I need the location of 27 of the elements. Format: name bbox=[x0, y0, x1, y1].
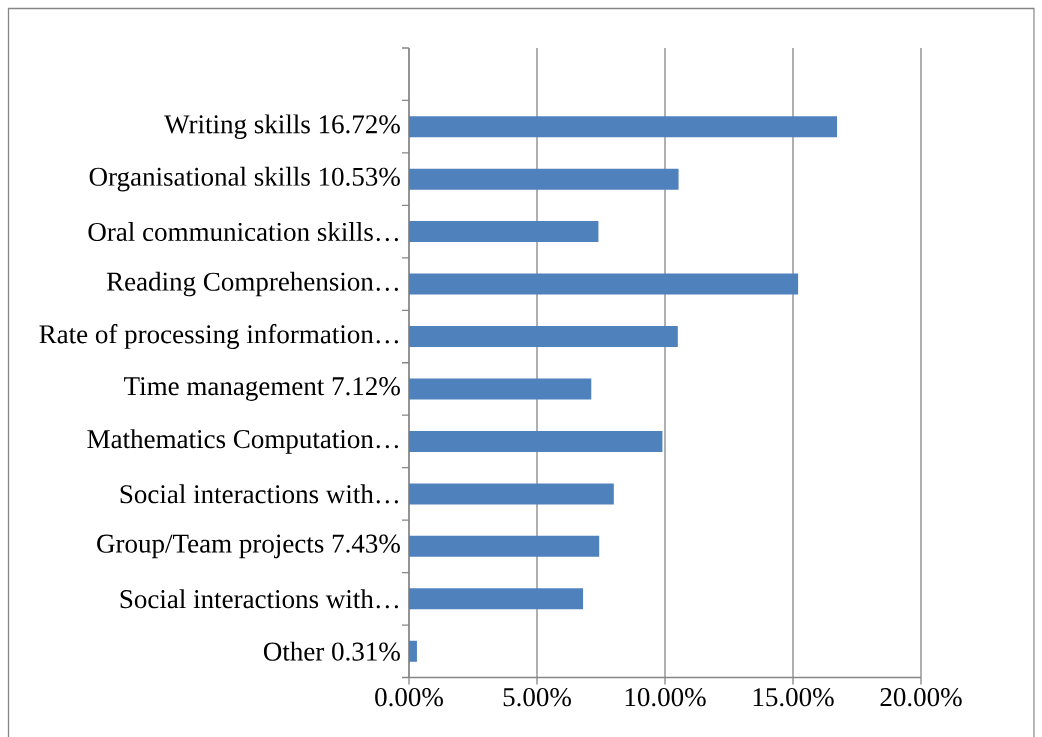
bar bbox=[409, 326, 678, 348]
bar bbox=[409, 273, 799, 295]
x-tick-label: 5.00% bbox=[503, 688, 571, 707]
x-tick-label: 10.00% bbox=[625, 688, 706, 707]
bar bbox=[409, 588, 584, 610]
bar bbox=[409, 378, 592, 400]
bar bbox=[409, 640, 417, 662]
y-tick-label: Other 0.31% bbox=[263, 641, 400, 661]
y-tick-label: Reading Comprehension… bbox=[106, 271, 398, 297]
x-tick-label: 20.00% bbox=[880, 688, 962, 707]
y-tick-label: Time management 7.12% bbox=[124, 377, 400, 401]
y-tick-label: Mathematics Computation… bbox=[87, 429, 398, 454]
y-tick-label: Writing skills 16.72% bbox=[164, 114, 400, 139]
y-tick-label: Rate of processing information… bbox=[39, 324, 398, 349]
x-tick-label: 15.00% bbox=[753, 688, 834, 707]
bar bbox=[409, 430, 663, 452]
x-tick-label: 0.00% bbox=[375, 688, 443, 707]
bar bbox=[409, 116, 838, 138]
bar bbox=[409, 483, 614, 505]
y-tick-label: Organisational skills 10.53% bbox=[89, 166, 400, 192]
bar bbox=[409, 221, 599, 243]
y-tick-label: Social interactions with… bbox=[120, 484, 398, 504]
bar bbox=[409, 168, 679, 190]
bar bbox=[409, 535, 600, 557]
y-tick-label: Group/Team projects 7.43% bbox=[97, 534, 400, 559]
y-tick-label: Social interactions with… bbox=[120, 589, 398, 609]
y-tick-label: Oral communication skills… bbox=[88, 222, 398, 242]
